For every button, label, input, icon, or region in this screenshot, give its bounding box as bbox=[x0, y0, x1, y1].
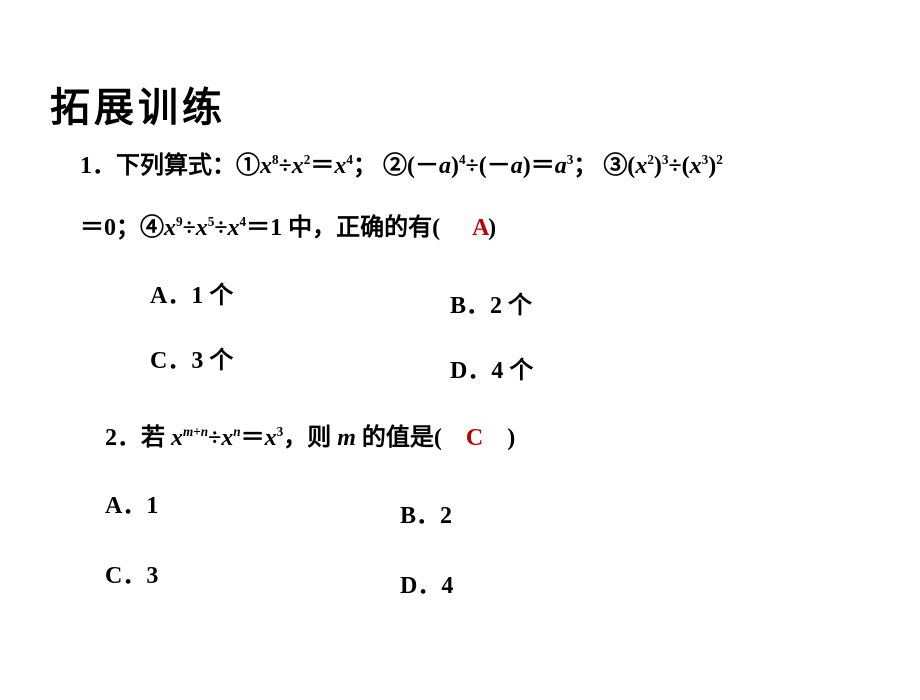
q2-answer: C bbox=[466, 425, 483, 451]
q2-eq: ＝ bbox=[241, 425, 265, 451]
q1-sep2: ； bbox=[573, 153, 597, 179]
q1-i1-eq: ＝ bbox=[310, 153, 334, 179]
q1-answer: A bbox=[472, 215, 489, 241]
q2-x2: x bbox=[221, 425, 233, 451]
q2-tail3: ) bbox=[483, 425, 515, 451]
q2-s1p: + bbox=[193, 424, 201, 439]
q2-tail2: 的值是( bbox=[356, 425, 466, 451]
q1-i4-x2: x bbox=[196, 215, 208, 241]
q1-prefix: 1．下列算式： bbox=[80, 153, 236, 179]
q2-s1a: m bbox=[183, 424, 193, 439]
q1-i4-pre: ④ bbox=[140, 215, 164, 241]
q1-i4-s1: 9 bbox=[176, 214, 183, 229]
q1-i2-a2: a bbox=[511, 153, 523, 179]
q1-i3-x2: x bbox=[690, 153, 702, 179]
q1-i1-s1: 8 bbox=[272, 152, 279, 167]
q1-opt-d: D．4 个 bbox=[450, 350, 533, 385]
q1-i1-x3: x bbox=[334, 153, 346, 179]
q2-s2: n bbox=[233, 424, 240, 439]
q1-i3-s2b: 2 bbox=[716, 152, 723, 167]
q1-opt-c: C．3 个 bbox=[150, 340, 233, 375]
q1-i2-div: ÷(－ bbox=[466, 153, 511, 179]
q1-i3-pre: ③( bbox=[603, 153, 635, 179]
q1-line1: 1．下列算式：①x8÷x2＝x4； ②(－a)4÷(－a)＝a3； ③(x2)3… bbox=[80, 145, 900, 180]
q2-opt-d: D．4 bbox=[400, 565, 453, 600]
q1-opt-b: B．2 个 bbox=[450, 285, 532, 320]
q2-mvar: m bbox=[337, 425, 356, 451]
q1-line2: ＝0；④x9÷x5÷x4＝1 中，正确的有( ) A bbox=[80, 207, 519, 242]
q1-i4-x3: x bbox=[228, 215, 240, 241]
q2-tail: ，则 bbox=[283, 425, 337, 451]
q1-i2-c2: )＝ bbox=[523, 153, 555, 179]
q1-i2-pre: ②(－ bbox=[383, 153, 439, 179]
heading: 拓展训练 bbox=[50, 75, 226, 133]
q1-l2-pre: ＝0； bbox=[80, 215, 140, 241]
q1-i4-d1: ÷ bbox=[183, 215, 196, 241]
q1-opt-a: A．1 个 bbox=[150, 275, 233, 310]
q1-i3-s1: 2 bbox=[647, 152, 654, 167]
q1-i1-x1: x bbox=[260, 153, 272, 179]
q1-i4-x1: x bbox=[164, 215, 176, 241]
q1-i3-s1b: 3 bbox=[662, 152, 669, 167]
q1-i3-c1: ) bbox=[654, 153, 662, 179]
q1-sep1: ； bbox=[353, 153, 377, 179]
q1-i2-c1: ) bbox=[451, 153, 459, 179]
q2-opt-a: A．1 bbox=[105, 485, 158, 520]
q1-i2-a3: a bbox=[555, 153, 567, 179]
q1-i4-eq: ＝1 中，正确的有( ) bbox=[246, 215, 496, 241]
q1-i4-d2: ÷ bbox=[214, 215, 227, 241]
q2-opt-b: B．2 bbox=[400, 495, 452, 530]
q1-i1-pre: ① bbox=[236, 153, 260, 179]
q1-i1-div1: ÷ bbox=[279, 153, 292, 179]
q2-line: 2．若 xm+n÷xn＝x3，则 m 的值是( C ) bbox=[105, 417, 515, 452]
q2-x1: x bbox=[171, 425, 183, 451]
q1-i3-div: ÷( bbox=[669, 153, 690, 179]
q1-i1-s3: 4 bbox=[346, 152, 353, 167]
q2-opt-c: C．3 bbox=[105, 555, 158, 590]
q2-prefix: 2．若 bbox=[105, 425, 171, 451]
q2-x3: x bbox=[265, 425, 277, 451]
q1-i2-s1: 4 bbox=[459, 152, 466, 167]
q1-i3-x1: x bbox=[635, 153, 647, 179]
q2-div: ÷ bbox=[208, 425, 221, 451]
q1-i1-x2: x bbox=[292, 153, 304, 179]
q1-i2-a1: a bbox=[439, 153, 451, 179]
